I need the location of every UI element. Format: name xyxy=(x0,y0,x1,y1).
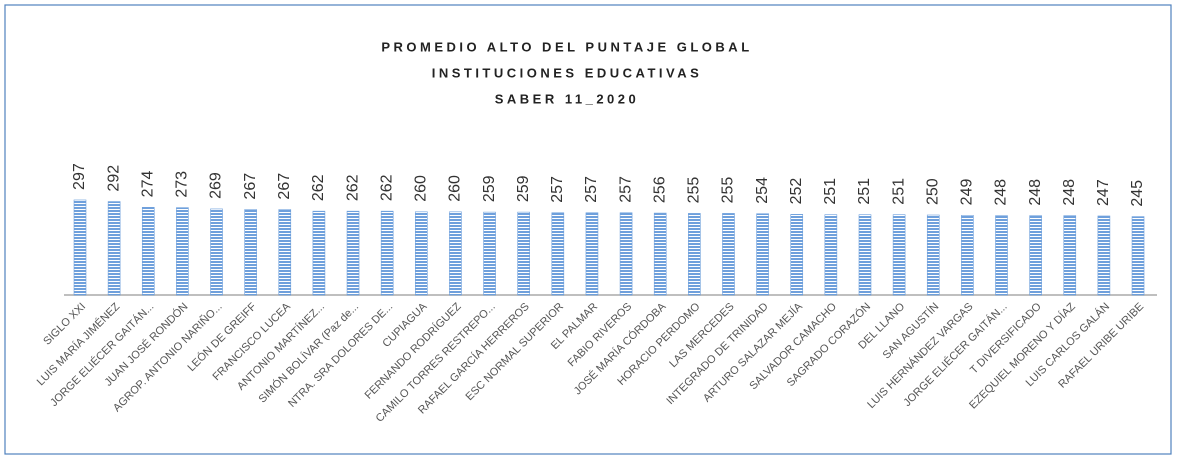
bar xyxy=(483,211,496,296)
value-label: 251 xyxy=(890,178,907,205)
bar xyxy=(824,214,838,296)
value-label: 267 xyxy=(242,173,259,200)
value-label: 262 xyxy=(378,174,395,201)
value-label: 260 xyxy=(413,175,430,202)
value-label: 259 xyxy=(481,175,498,202)
value-label: 274 xyxy=(139,171,156,198)
value-label: 259 xyxy=(515,175,532,202)
value-label: 257 xyxy=(617,176,634,203)
value-label: 297 xyxy=(71,163,88,190)
chart-title: PROMEDIO ALTO DEL PUNTAJE GLOBAL xyxy=(381,39,752,54)
bar xyxy=(688,213,701,296)
value-label: 255 xyxy=(686,177,703,204)
chart-title: INSTITUCIONES EDUCATIVAS xyxy=(432,65,703,80)
bar xyxy=(346,210,360,296)
bar xyxy=(926,214,940,296)
bar xyxy=(995,215,1008,296)
value-label: 248 xyxy=(1027,179,1044,206)
bar xyxy=(722,213,735,296)
bar xyxy=(892,214,906,296)
value-label: 252 xyxy=(788,178,805,205)
bar xyxy=(73,199,87,296)
value-label: 255 xyxy=(720,177,737,204)
bar xyxy=(1097,215,1111,296)
bar xyxy=(790,214,804,296)
value-label: 260 xyxy=(447,175,464,202)
bar xyxy=(551,212,565,296)
bar xyxy=(449,211,462,296)
value-label: 251 xyxy=(822,178,839,205)
bar xyxy=(1063,215,1077,296)
value-label: 262 xyxy=(310,174,327,201)
bar xyxy=(619,212,633,296)
bar xyxy=(585,212,599,296)
value-label: 248 xyxy=(1061,179,1078,206)
value-label: 251 xyxy=(856,178,873,205)
value-label: 245 xyxy=(1129,180,1146,207)
value-label: 267 xyxy=(276,173,293,200)
value-label: 292 xyxy=(105,165,122,192)
bar xyxy=(1131,216,1145,296)
bar xyxy=(961,215,974,296)
bar xyxy=(312,210,326,296)
bar xyxy=(414,211,428,296)
bar xyxy=(380,210,394,296)
value-label: 248 xyxy=(993,179,1010,206)
bar xyxy=(858,214,872,296)
bar xyxy=(278,209,292,296)
chart-title: SABER 11_2020 xyxy=(495,91,640,106)
bar xyxy=(176,207,189,296)
bar xyxy=(210,208,223,296)
value-label: 250 xyxy=(924,178,941,205)
bar xyxy=(1029,215,1042,296)
bar xyxy=(107,201,121,296)
value-label: 273 xyxy=(174,171,191,198)
value-label: 256 xyxy=(651,176,668,203)
bar xyxy=(517,211,530,296)
value-label: 257 xyxy=(549,176,566,203)
value-label: 257 xyxy=(583,176,600,203)
value-label: 262 xyxy=(344,174,361,201)
bar xyxy=(653,212,667,296)
bar xyxy=(141,207,155,296)
bar xyxy=(244,209,257,296)
value-label: 269 xyxy=(208,172,225,199)
value-label: 249 xyxy=(959,179,976,206)
value-label: 254 xyxy=(754,177,771,204)
value-label: 247 xyxy=(1095,179,1112,206)
bar xyxy=(756,213,769,296)
